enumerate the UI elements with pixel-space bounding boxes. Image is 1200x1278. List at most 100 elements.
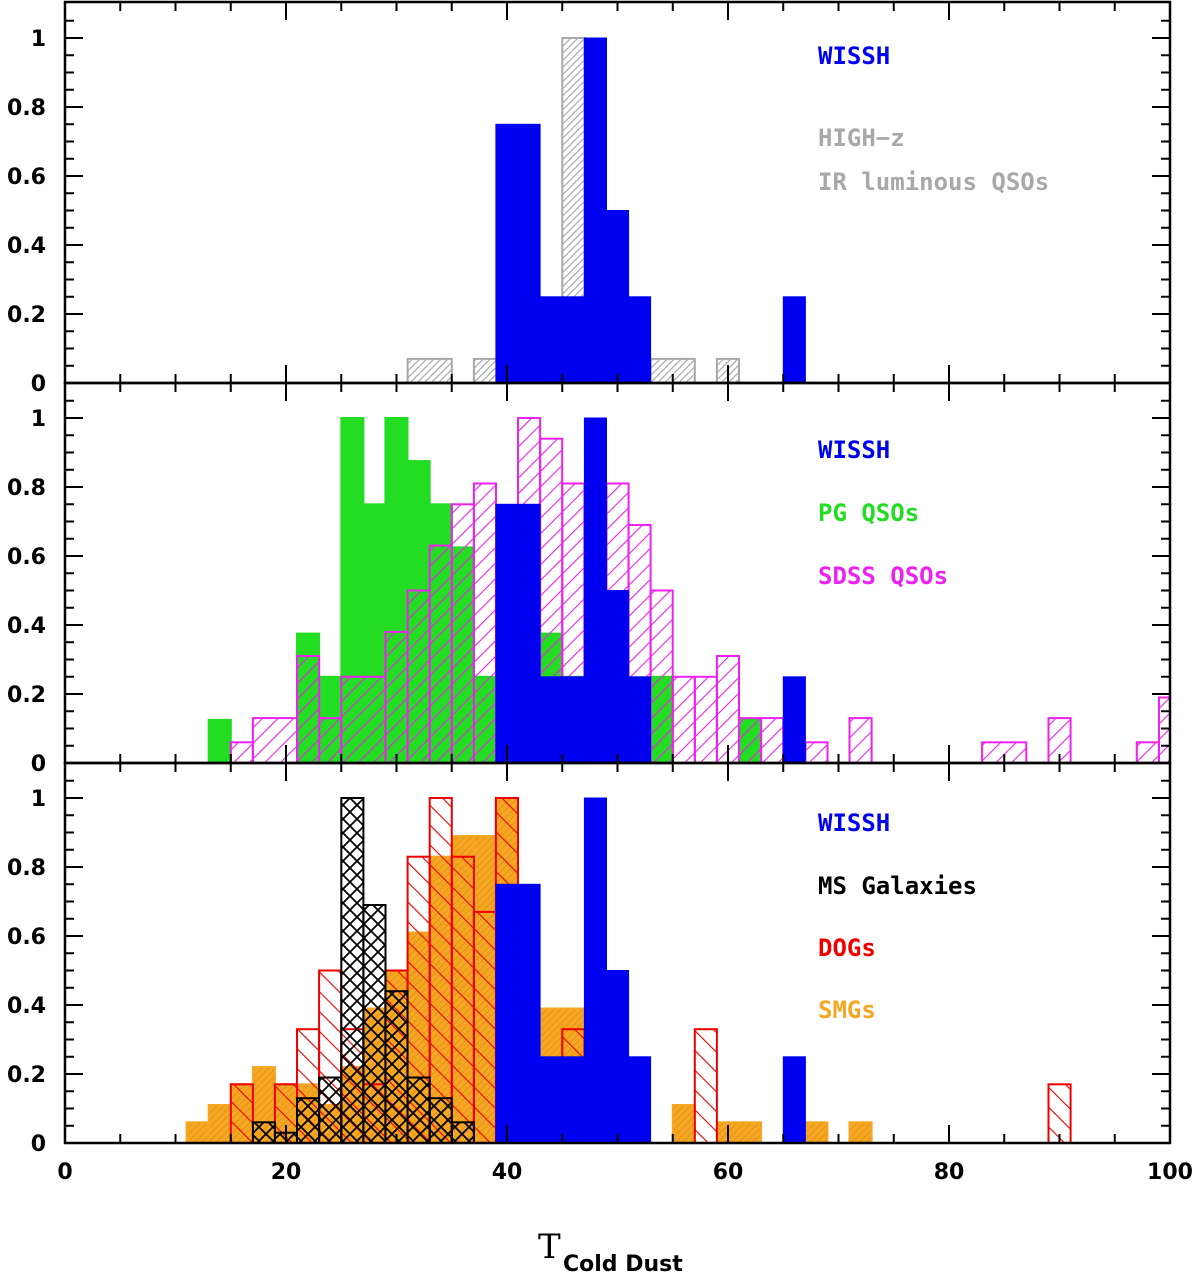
y-tick-label: 0.2 bbox=[7, 683, 46, 708]
y-tick-label: 0.8 bbox=[7, 96, 46, 121]
histogram-bar-pg bbox=[207, 718, 232, 765]
histogram-bar-dogs bbox=[472, 910, 497, 1145]
histogram-bar-smgs bbox=[671, 1104, 696, 1144]
panel-middle: 0 0.2 0.4 0.6 0.8 1 WISSH PG QSOs SDSS QSOs bbox=[7, 381, 1172, 777]
y-tick-label: 0.4 bbox=[7, 994, 46, 1019]
x-tick-label: 0 bbox=[57, 1160, 72, 1185]
histogram-bar-ms bbox=[428, 1097, 453, 1144]
x-tick-label: 40 bbox=[492, 1160, 523, 1185]
histogram-bar-ms bbox=[406, 1076, 431, 1144]
histogram-bar-wissh bbox=[495, 123, 541, 384]
y-tick-label: 1 bbox=[31, 27, 46, 52]
legend-label: WISSH bbox=[818, 436, 890, 464]
histogram-bar-ms bbox=[362, 904, 387, 1144]
histogram-bar-sdss bbox=[804, 741, 829, 764]
histogram-bar-wissh bbox=[782, 1056, 806, 1144]
histogram-bar-dogs bbox=[693, 1028, 718, 1144]
y-tick-label: 0 bbox=[31, 1132, 46, 1157]
y-tick-label: 0 bbox=[31, 752, 46, 777]
legend-label: HIGH−z bbox=[818, 124, 905, 152]
legend-label: WISSH bbox=[818, 42, 890, 70]
legend-label: PG QSOs bbox=[818, 499, 919, 527]
histogram-bar-wissh bbox=[782, 296, 806, 384]
histogram-bar-wissh bbox=[782, 676, 806, 764]
y-tick-label: 0.2 bbox=[7, 1063, 46, 1088]
histogram-bar-smgs bbox=[804, 1121, 829, 1145]
y-tick-label: 0.8 bbox=[7, 476, 46, 501]
histogram-bar-wissh bbox=[583, 417, 608, 764]
series-wissh bbox=[495, 797, 806, 1144]
histogram-bar-highz bbox=[406, 357, 453, 384]
histogram-bar-sdss bbox=[472, 482, 497, 764]
histogram-bar-smgs bbox=[185, 1121, 210, 1145]
series-ms bbox=[251, 797, 475, 1145]
histogram-bar-wissh bbox=[606, 590, 630, 764]
histogram-bar-sdss bbox=[318, 717, 343, 764]
x-tick-label: 100 bbox=[1147, 1160, 1193, 1185]
histogram-bar-wissh bbox=[495, 883, 541, 1144]
x-tick-label: 20 bbox=[271, 1160, 302, 1185]
x-tick-label: 80 bbox=[934, 1160, 965, 1185]
histogram-bar-wissh bbox=[561, 676, 585, 764]
histogram-bar-ms bbox=[340, 797, 365, 1144]
histogram-bar-smgs bbox=[715, 1121, 763, 1145]
y-tick-label: 0.6 bbox=[7, 545, 46, 570]
histogram-bar-sdss bbox=[1135, 741, 1160, 764]
histogram-bar-wissh bbox=[606, 210, 630, 384]
legend-label: IR luminous QSOs bbox=[818, 168, 1049, 196]
histogram-bar-sdss bbox=[693, 675, 718, 765]
histogram-bar-sdss bbox=[428, 544, 453, 764]
histogram-bar-wissh bbox=[561, 296, 585, 384]
histogram-bar-dogs bbox=[229, 1083, 254, 1145]
series-wissh bbox=[495, 37, 806, 384]
histogram-bar-wissh bbox=[495, 503, 541, 764]
y-tick-label: 1 bbox=[31, 787, 46, 812]
x-axis-title-subscript: Cold Dust bbox=[563, 1252, 683, 1277]
histogram-bar-wissh bbox=[561, 1056, 585, 1144]
histogram-bar-sdss bbox=[738, 717, 763, 764]
histogram-bar-wissh bbox=[606, 970, 630, 1144]
x-axis-title: T bbox=[538, 1227, 561, 1267]
y-tick-label: 0.4 bbox=[7, 614, 46, 639]
histogram-bar-wissh bbox=[583, 37, 608, 384]
histogram-bar-ms bbox=[450, 1121, 475, 1145]
series-wissh bbox=[495, 417, 806, 764]
legend-label: WISSH bbox=[818, 809, 890, 837]
histogram-bar-ms bbox=[296, 1097, 321, 1144]
y-tick-label: 0.2 bbox=[7, 303, 46, 328]
histogram-bar-sdss bbox=[296, 655, 321, 764]
histogram-bar-sdss bbox=[760, 717, 785, 764]
y-tick-label: 1 bbox=[31, 407, 46, 432]
x-tick-label: 60 bbox=[713, 1160, 744, 1185]
histogram-bar-smgs bbox=[848, 1121, 873, 1145]
y-tick-label: 0.4 bbox=[7, 234, 46, 259]
histogram-bar-dogs bbox=[428, 797, 453, 1144]
histogram-bar-wissh bbox=[628, 676, 652, 764]
histogram-bar-wissh bbox=[628, 1056, 652, 1144]
histogram-bar-sdss bbox=[251, 717, 299, 764]
legend-label: DOGs bbox=[818, 934, 876, 962]
legend-label: SMGs bbox=[818, 996, 876, 1024]
y-tick-label: 0.6 bbox=[7, 165, 46, 190]
histogram-bar-ms bbox=[318, 1076, 343, 1144]
histogram-bar-ms bbox=[384, 990, 409, 1145]
histogram-bar-sdss bbox=[229, 741, 254, 764]
panel-top: 0 0.2 0.4 0.6 0.8 1 WISSH HIGH−z IR luminous QSO… bbox=[7, 0, 1172, 397]
y-tick-label: 0 bbox=[31, 372, 46, 397]
histogram-bar-ms bbox=[251, 1121, 276, 1145]
histogram-bar-wissh bbox=[539, 1056, 563, 1144]
legend-label: SDSS QSOs bbox=[818, 562, 948, 590]
y-tick-label: 0.8 bbox=[7, 856, 46, 881]
histogram-bar-sdss bbox=[649, 589, 674, 764]
histogram-bar-dogs bbox=[450, 855, 475, 1144]
histogram-bar-smgs bbox=[207, 1104, 232, 1144]
histogram-bar-sdss bbox=[671, 675, 696, 765]
panel-bottom: 0 0.2 0.4 0.6 0.8 1 0 20 40 60 80 100 WISSH MS Galaxi… bbox=[7, 761, 1193, 1185]
histogram-bar-wissh bbox=[583, 797, 608, 1144]
histogram-bar-wissh bbox=[628, 296, 652, 384]
histogram-bar-sdss bbox=[406, 589, 431, 764]
histogram-bar-sdss bbox=[848, 717, 873, 764]
histogram-bar-wissh bbox=[539, 676, 563, 764]
histogram-bar-wissh bbox=[539, 296, 563, 384]
